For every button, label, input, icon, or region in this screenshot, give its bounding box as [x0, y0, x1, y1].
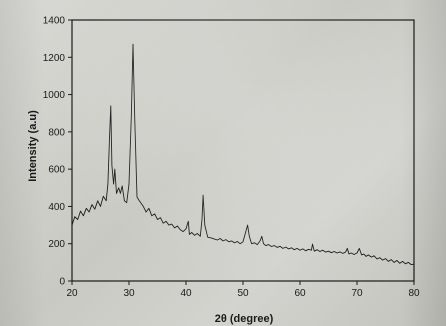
- x-axis-title: 2θ (degree): [215, 313, 274, 325]
- y-tick-label: 800: [48, 127, 65, 138]
- x-tick-label: 80: [408, 288, 420, 299]
- y-tick-label: 1000: [43, 90, 66, 101]
- x-tick-label: 60: [294, 288, 306, 299]
- y-tick-label: 0: [59, 277, 65, 288]
- x-tick-label: 20: [66, 288, 78, 299]
- x-tick-label: 50: [237, 288, 249, 299]
- series-line: [71, 43, 415, 266]
- y-tick-label: 200: [48, 239, 65, 250]
- y-tick-label: 400: [48, 202, 65, 213]
- x-tick-label: 40: [180, 288, 192, 299]
- x-tick-label: 30: [123, 288, 135, 299]
- y-tick-label: 1200: [43, 53, 66, 64]
- y-tick-label: 1400: [43, 16, 66, 27]
- x-tick-label: 70: [351, 288, 363, 299]
- y-axis-title: Intensity (a.u): [27, 110, 39, 182]
- y-tick-label: 600: [48, 165, 65, 176]
